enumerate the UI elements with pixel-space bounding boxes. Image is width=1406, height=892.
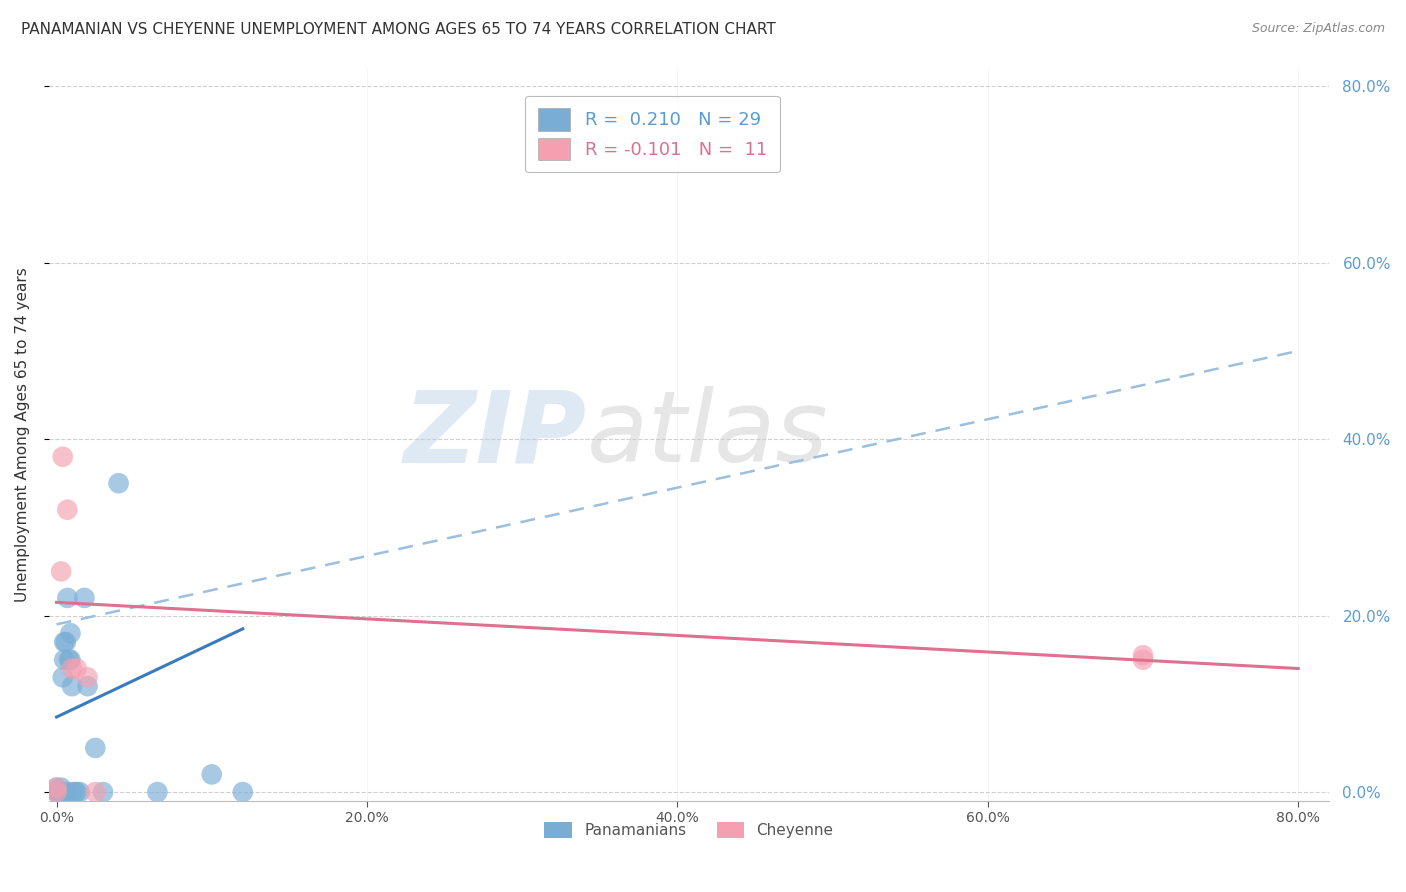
Point	[76, 670, 98, 684]
Point	[66, 785, 89, 799]
Point	[55, 785, 77, 799]
Point	[52, 670, 75, 684]
Point	[60, 785, 83, 799]
Point	[48, 785, 70, 799]
Text: atlas: atlas	[586, 386, 828, 483]
Point	[232, 785, 254, 799]
Legend: Panamanians, Cheyenne: Panamanians, Cheyenne	[538, 816, 839, 845]
Point	[66, 661, 89, 675]
Point	[45, 780, 67, 795]
Point	[51, 565, 73, 579]
Point	[51, 785, 73, 799]
Point	[53, 653, 76, 667]
Point	[52, 785, 75, 799]
Point	[91, 785, 114, 799]
Text: Source: ZipAtlas.com: Source: ZipAtlas.com	[1251, 22, 1385, 36]
Point	[146, 785, 169, 799]
Point	[60, 679, 83, 693]
Point	[107, 476, 129, 491]
Point	[53, 635, 76, 649]
Point	[201, 767, 224, 781]
Point	[69, 785, 91, 799]
Point	[56, 502, 79, 516]
Point	[59, 653, 82, 667]
Point	[1132, 653, 1154, 667]
Point	[45, 785, 67, 799]
Point	[84, 740, 107, 755]
Point	[55, 635, 77, 649]
Point	[60, 661, 83, 675]
Point	[52, 450, 75, 464]
Point	[45, 780, 67, 795]
Point	[56, 591, 79, 605]
Point	[63, 785, 86, 799]
Point	[84, 785, 107, 799]
Point	[1132, 648, 1154, 663]
Text: PANAMANIAN VS CHEYENNE UNEMPLOYMENT AMONG AGES 65 TO 74 YEARS CORRELATION CHART: PANAMANIAN VS CHEYENNE UNEMPLOYMENT AMON…	[21, 22, 776, 37]
Point	[51, 780, 73, 795]
Point	[59, 626, 82, 640]
Text: ZIP: ZIP	[404, 386, 586, 483]
Point	[58, 653, 80, 667]
Point	[45, 785, 67, 799]
Point	[45, 785, 67, 799]
Y-axis label: Unemployment Among Ages 65 to 74 years: Unemployment Among Ages 65 to 74 years	[15, 268, 30, 602]
Point	[73, 591, 96, 605]
Point	[76, 679, 98, 693]
